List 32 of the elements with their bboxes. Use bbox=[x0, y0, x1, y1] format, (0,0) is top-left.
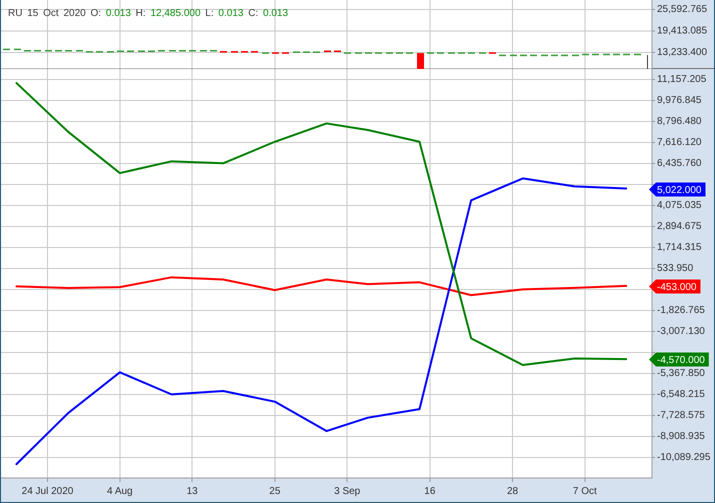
x-tick-label: 13 bbox=[186, 486, 198, 497]
y-tick-label: 9,976.845 bbox=[657, 95, 702, 106]
text: -4,570.000 bbox=[657, 354, 706, 366]
y-tick-label: -5,367.850 bbox=[657, 368, 706, 380]
y-tick-label: -1,826.765 bbox=[657, 305, 706, 316]
y-tick-label: -10,089.295 bbox=[657, 452, 711, 464]
y-tick-label: 533.950 bbox=[657, 263, 694, 274]
candlestick bbox=[417, 52, 424, 69]
x-tick-label: 3 Sep bbox=[334, 486, 361, 497]
y-tick-label: 19,413.085 bbox=[657, 26, 708, 37]
y-tick-label: 2,894.675 bbox=[657, 221, 702, 232]
y-tick-label: 13,233.400 bbox=[657, 47, 708, 58]
y-tick-label: 6,435.760 bbox=[657, 158, 702, 170]
x-tick-label: 28 bbox=[506, 486, 518, 497]
y-tick-label: 25,592.765 bbox=[657, 4, 708, 16]
y-tick-label: 4,075.035 bbox=[657, 200, 702, 212]
x-tick-label: 7 Oct bbox=[572, 486, 597, 497]
y-tick-label: 11,157.205 bbox=[657, 74, 707, 86]
y-tick-label: -7,728.575 bbox=[657, 410, 706, 422]
y-tick-label: -8,908.935 bbox=[657, 431, 706, 442]
x-tick-label: 24 Jul 2020 bbox=[22, 486, 74, 497]
y-tick-label: 7,616.120 bbox=[657, 137, 702, 148]
text: -453.000 bbox=[657, 282, 697, 293]
x-tick-label: 4 Aug bbox=[107, 486, 133, 497]
text: 5,022.000 bbox=[657, 184, 702, 196]
y-tick-label: -6,548.215 bbox=[657, 389, 706, 400]
y-tick-label: -3,007.130 bbox=[657, 326, 706, 338]
y-tick-label: 1,714.315 bbox=[657, 242, 702, 254]
x-tick-label: 25 bbox=[269, 486, 281, 497]
chart-title: RU 15 Oct 2020 O: 0.013 H: 12,485.000 L: 0.013 C: 0.013 bbox=[8, 8, 288, 19]
y-tick-label: 8,796.480 bbox=[657, 116, 702, 128]
x-tick-label: 16 bbox=[424, 486, 436, 497]
